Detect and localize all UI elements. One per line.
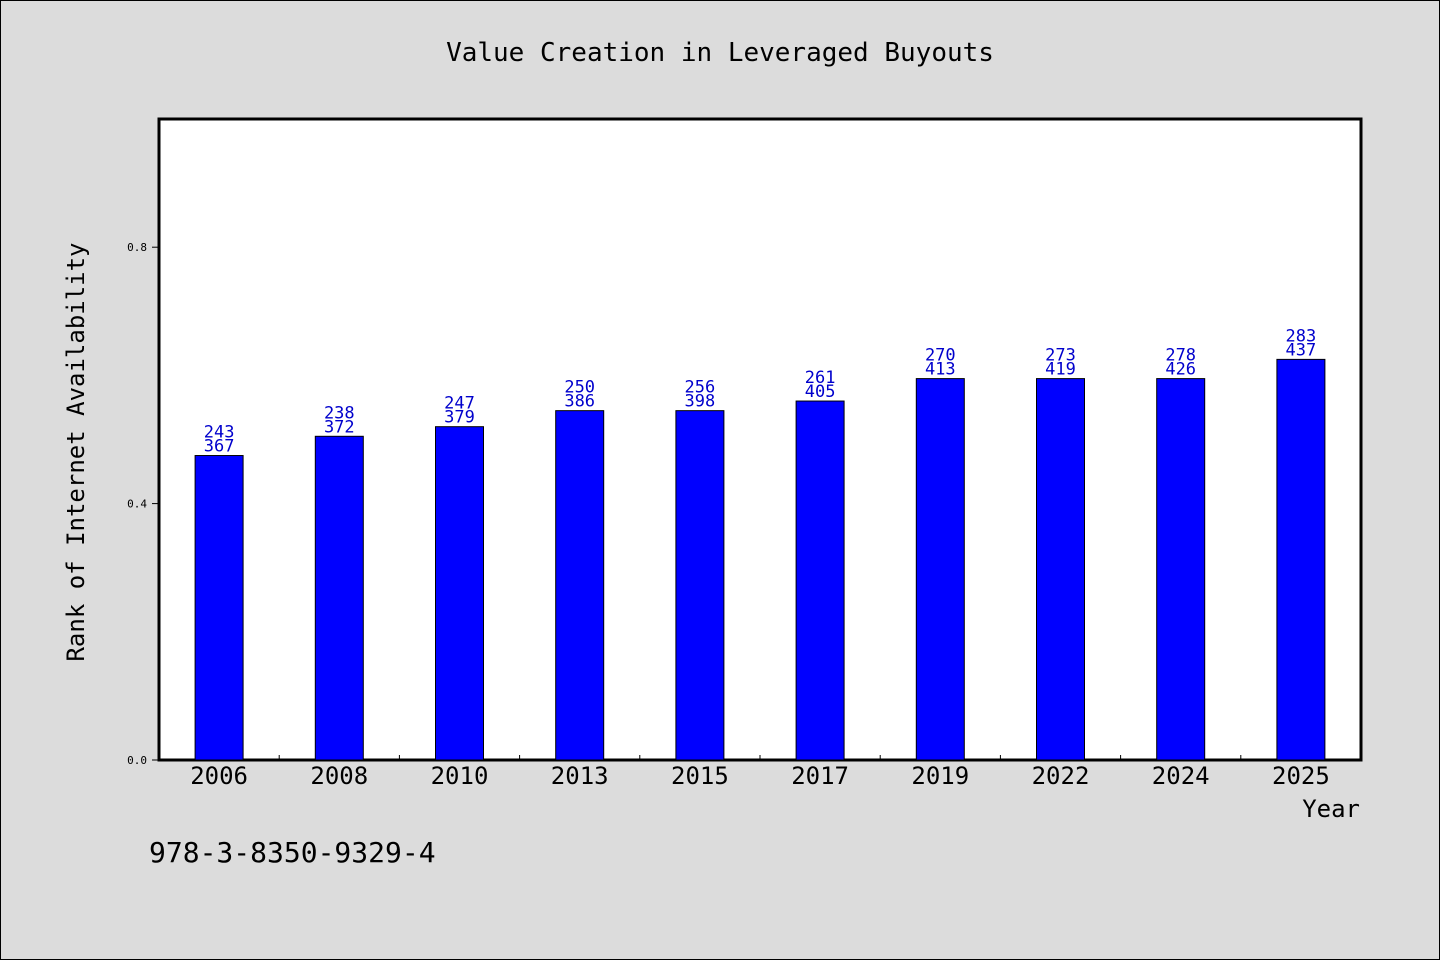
bar-value-label-top: 247: [444, 394, 475, 414]
bar: [194, 455, 244, 761]
isbn-label: 978-3-8350-9329-4: [149, 836, 436, 869]
bar-value-label-top: 250: [564, 378, 595, 398]
bar-value-label-bottom: 437: [1286, 340, 1317, 360]
bar-value-label-top: 243: [204, 423, 235, 443]
bar-value-label-bottom: 413: [925, 360, 956, 380]
bar-value-label-bottom: 386: [564, 392, 595, 412]
y-tick-label: 0.8: [127, 241, 147, 254]
bar-value-label-bottom: 372: [324, 417, 355, 437]
bar: [555, 410, 605, 761]
bar-value-label-top: 273: [1045, 346, 1076, 366]
x-tick-label: 2024: [1152, 762, 1210, 790]
x-tick-label: 2017: [791, 762, 849, 790]
x-tick-label: 2022: [1032, 762, 1090, 790]
y-tick-label: 0.4: [127, 498, 147, 511]
bar-value-label-top: 283: [1286, 326, 1317, 346]
bar: [1156, 378, 1206, 761]
x-tick-label: 2025: [1272, 762, 1330, 790]
x-axis-label: Year: [1302, 795, 1360, 823]
y-tick-label: 0.0: [127, 754, 147, 767]
bar-value-label-bottom: 426: [1165, 360, 1196, 380]
y-tick-labels: 0.0 0.4 0.8: [127, 241, 147, 767]
bar: [915, 378, 965, 761]
x-tick-label: 2006: [190, 762, 248, 790]
bar-value-label-top: 238: [324, 403, 355, 423]
bar-value-label-bottom: 379: [444, 408, 475, 428]
bar: [314, 435, 364, 761]
chart-title: Value Creation in Leveraged Buyouts: [446, 38, 994, 68]
x-tick-label: 2013: [551, 762, 609, 790]
bar-value-label-top: 278: [1165, 346, 1196, 366]
bars-group: [194, 358, 1326, 761]
bar-value-label-top: 256: [685, 378, 716, 398]
x-tick-labels: 2006 2008 2010 2013 2015 2017 2019 2022 2024 2025: [190, 762, 1330, 790]
x-tick-label: 2008: [310, 762, 368, 790]
y-axis-label: Rank of Internet Availability: [62, 242, 90, 661]
bar-value-label-bottom: 419: [1045, 360, 1076, 380]
bar: [1276, 358, 1326, 761]
bar: [1036, 378, 1085, 761]
x-tick-label: 2015: [671, 762, 729, 790]
bar-value-label-bottom: 367: [204, 437, 235, 457]
bar-value-label-bottom: 405: [805, 382, 836, 402]
bar: [435, 426, 484, 761]
axis-ticks: [152, 246, 1242, 761]
x-tick-label: 2019: [911, 762, 969, 790]
bar-value-label-top: 261: [805, 368, 836, 388]
bar-value-label-bottom: 398: [685, 392, 716, 412]
bar-value-label-top: 270: [925, 346, 956, 366]
x-tick-label: 2010: [431, 762, 489, 790]
bar: [795, 400, 845, 761]
bar-labels-group: 2433672383722473792503862563982614052704…: [204, 326, 1317, 456]
bar: [675, 410, 725, 761]
